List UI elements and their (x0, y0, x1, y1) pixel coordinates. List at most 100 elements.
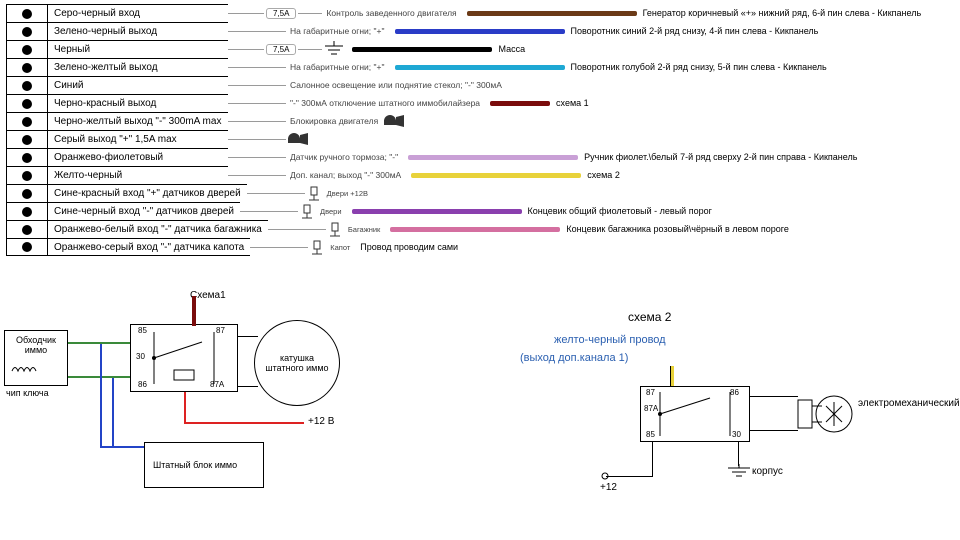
pin-dot-cell (6, 184, 48, 202)
ground-icon-2 (726, 464, 752, 480)
pin-dot (22, 153, 32, 163)
wire-segment (228, 103, 286, 104)
wire-segment (298, 49, 322, 50)
right-note: Поворотник синий 2-й ряд снизу, 4-й пин … (565, 26, 819, 36)
yc-wire-label: желто-черный провод (554, 334, 666, 346)
pin-dot (22, 207, 32, 217)
pin-row: Серый выход "+" 1,5A max (6, 130, 954, 148)
icon-caption: Капот (326, 243, 354, 252)
pin-dot (22, 45, 32, 55)
pin-dot (22, 171, 32, 181)
wire-30-down (738, 442, 739, 466)
pin-name: Оранжево-фиолетовый (48, 148, 228, 166)
pin-row: Черный7,5АМасса (6, 40, 954, 58)
switch-icon (298, 203, 316, 219)
right-note: Поворотник голубой 2-й ряд снизу, 5-й пи… (565, 62, 827, 72)
wire-segment (268, 229, 326, 230)
wire-segment (228, 157, 286, 158)
pin-dot-cell (6, 238, 48, 256)
coil-icon (10, 362, 40, 380)
right-note: схема 2 (581, 170, 620, 180)
right-note: Генератор коричневый «+» нижний ряд, 6-й… (637, 8, 922, 18)
pin-name: Серый выход "+" 1,5A max (48, 130, 228, 148)
mid-note: На габаритные огни; "+" (286, 62, 389, 72)
wire-green-2 (68, 376, 130, 378)
switch-icon (326, 221, 344, 237)
pin-name: Синий (48, 76, 228, 94)
color-wire (467, 11, 637, 16)
mid-note: Салонное освещение или поднятие стекол; … (286, 80, 506, 90)
right-note: Концевик багажника розовый\чёрный в лево… (560, 224, 789, 234)
pin-row: Зелено-желтый выход На габаритные огни; "… (6, 58, 954, 76)
color-wire (395, 65, 565, 70)
lock-icon (796, 386, 856, 442)
right-note: Масса (492, 44, 525, 54)
wire-to-lock-top (750, 396, 798, 397)
wire-12v (184, 422, 304, 424)
wire-segment (228, 13, 264, 14)
relay2-internal (640, 386, 750, 442)
pin-dot-cell (6, 76, 48, 94)
mid-note: Доп. канал; выход "-" 300мА (286, 170, 405, 180)
pin-name: Черно-желтый выход "-" 300mA max (48, 112, 228, 130)
wire-green-1 (68, 342, 130, 344)
pin-name: Оранжево-серый вход "-" датчика капота (48, 238, 250, 256)
wire-segment (228, 85, 286, 86)
pin-dot-cell (6, 112, 48, 130)
color-wire (390, 227, 560, 232)
mid-note: "-" 300мА отключение штатного иммобилайз… (286, 98, 484, 108)
body-label: корпус (752, 466, 783, 477)
wire-blue-v1 (112, 378, 114, 448)
pin-dot (22, 9, 32, 19)
wire-yc-in (670, 366, 674, 388)
schematic-2: схема 2 желто-черный провод (выход доп.к… (500, 310, 940, 530)
pin-row: Оранжево-белый вход "-" датчика багажник… (6, 220, 954, 238)
icon-caption: Двери (316, 207, 346, 216)
pin-dot-cell (6, 22, 48, 40)
relay1-internal (130, 324, 238, 392)
switch-icon (308, 239, 326, 255)
wire-segment (228, 49, 264, 50)
pin-name: Зелено-желтый выход (48, 58, 228, 76)
label-12v-2: +12 (600, 482, 617, 493)
pin-dot-cell (6, 40, 48, 58)
icon-caption: Багажник (344, 225, 384, 234)
pin-row: Сине-черный вход "-" датчиков дверейДвер… (6, 202, 954, 220)
pin-dot-cell (6, 148, 48, 166)
wire-85-left (606, 476, 653, 477)
mid-note: На габаритные огни; "+" (286, 26, 389, 36)
color-wire (490, 101, 550, 106)
color-wire (395, 29, 565, 34)
pin-row: Зелено-черный выходНа габаритные огни; "… (6, 22, 954, 40)
pin-dot-cell (6, 4, 48, 22)
wire-to-lock-bot (750, 430, 798, 431)
pin-name: Серо-черный вход (48, 4, 228, 22)
chip-label: чип ключа (6, 388, 49, 398)
wire-segment (298, 13, 322, 14)
right-note: Ручник фиолет.\белый 7-й ряд сверху 2-й … (578, 152, 857, 162)
pin-dot-cell (6, 94, 48, 112)
wire-segment (228, 31, 286, 32)
right-note: Провод проводим сами (354, 242, 458, 252)
wire-segment (228, 67, 286, 68)
color-wire (411, 173, 581, 178)
mid-note: Блокировка двигателя (286, 116, 382, 126)
ground-icon (322, 41, 346, 57)
pin-dot (22, 135, 32, 145)
wire-blue-v2 (100, 344, 102, 448)
node-12v (600, 470, 610, 480)
pin-dot (22, 63, 32, 73)
label-12v: +12 В (308, 416, 334, 427)
switch-icon (305, 185, 323, 201)
fuse-label: 7,5А (266, 44, 296, 55)
wire-87-coil (238, 336, 258, 337)
wire-87a-coil (238, 386, 258, 387)
pin-dot (22, 225, 32, 235)
schematic-2-title: схема 2 (628, 310, 671, 324)
wire-segment (228, 175, 286, 176)
mid-note: Датчик ручного тормоза; "-" (286, 152, 402, 162)
right-note: Концевик общий фиолетовый - левый порог (522, 206, 712, 216)
mid-note: Контроль заведенного двигателя (322, 8, 460, 18)
pin-row: Синий Салонное освещение или поднятие сте… (6, 76, 954, 94)
pin-dot (22, 189, 32, 199)
